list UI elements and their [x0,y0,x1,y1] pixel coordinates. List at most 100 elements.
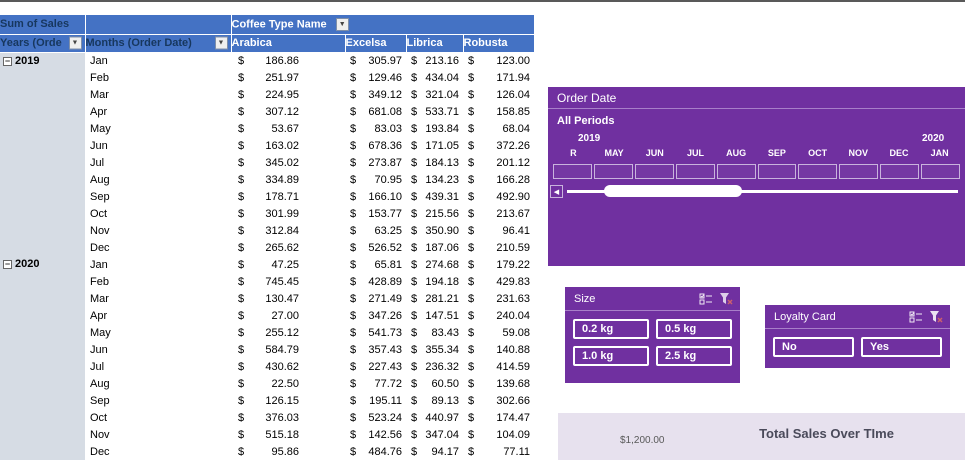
scrollbar-track[interactable] [567,190,958,193]
scrollbar-handle[interactable] [604,185,742,197]
slicer-button[interactable]: 2.5 kg [656,346,732,366]
value-cell[interactable]: $231.63 [463,290,535,307]
value-cell[interactable]: $274.68 [406,256,463,273]
value-cell[interactable]: $53.67 [231,120,345,137]
timeline-period-cell[interactable] [553,164,592,179]
timeline-period-cell[interactable] [593,164,633,179]
value-cell[interactable]: $163.02 [231,137,345,154]
value-cell[interactable]: $312.84 [231,222,345,239]
value-cell[interactable]: $194.18 [406,273,463,290]
clear-filter-icon[interactable] [929,310,943,324]
coffee-type-filter-dropdown[interactable]: ▼ [335,17,349,31]
slicer-button[interactable]: 0.5 kg [656,319,732,339]
timeline-period-cell[interactable] [716,164,756,179]
value-cell[interactable]: $89.13 [406,392,463,409]
value-cell[interactable]: $414.59 [463,358,535,375]
collapse-outline-icon[interactable]: − [3,55,12,66]
timeline-period-cell[interactable] [634,164,674,179]
value-cell[interactable]: $440.97 [406,409,463,426]
value-cell[interactable]: $27.00 [231,307,345,324]
month-cell[interactable]: Mar [85,86,231,103]
value-cell[interactable]: $355.34 [406,341,463,358]
month-cell[interactable]: Jan [85,52,231,69]
value-cell[interactable]: $126.04 [463,86,535,103]
value-cell[interactable]: $166.10 [345,188,406,205]
month-cell[interactable]: Nov [85,426,231,443]
value-cell[interactable]: $153.77 [345,205,406,222]
value-cell[interactable]: $193.84 [406,120,463,137]
month-cell[interactable]: Sep [85,392,231,409]
slicer-button[interactable]: 0.2 kg [573,319,649,339]
slicer-button[interactable]: Yes [861,337,942,357]
scroll-left-button[interactable]: ◀ [550,185,563,198]
years-field-cell[interactable]: Years (Orde ▼ [0,34,86,53]
month-cell[interactable]: Apr [85,307,231,324]
multi-select-icon[interactable] [909,310,923,324]
value-cell[interactable]: $271.49 [345,290,406,307]
timeline-period-cell[interactable] [921,164,961,179]
month-cell[interactable]: Oct [85,205,231,222]
value-cell[interactable]: $236.32 [406,358,463,375]
month-cell[interactable]: Aug [85,375,231,392]
value-cell[interactable]: $158.85 [463,103,535,120]
value-cell[interactable]: $307.12 [231,103,345,120]
value-cell[interactable]: $147.51 [406,307,463,324]
value-cell[interactable]: $240.04 [463,307,535,324]
value-cell[interactable]: $123.00 [463,52,535,69]
value-cell[interactable]: $186.86 [231,52,345,69]
value-cell[interactable]: $83.03 [345,120,406,137]
value-cell[interactable]: $376.03 [231,409,345,426]
value-cell[interactable]: $134.23 [406,171,463,188]
value-cell[interactable]: $541.73 [345,324,406,341]
value-cell[interactable]: $47.25 [231,256,345,273]
value-cell[interactable]: $22.50 [231,375,345,392]
month-cell[interactable]: May [85,324,231,341]
collapse-outline-icon[interactable]: − [3,259,12,269]
value-cell[interactable]: $515.18 [231,426,345,443]
month-cell[interactable]: Apr [85,103,231,120]
multi-select-icon[interactable] [699,292,713,306]
value-cell[interactable]: $60.50 [406,375,463,392]
value-cell[interactable]: $140.88 [463,341,535,358]
value-cell[interactable]: $213.16 [406,52,463,69]
value-cell[interactable]: $96.41 [463,222,535,239]
months-field-cell[interactable]: Months (Order Date) ▼ [85,34,232,53]
value-cell[interactable]: $166.28 [463,171,535,188]
value-cell[interactable]: $95.86 [231,443,345,460]
month-cell[interactable]: Jul [85,154,231,171]
month-cell[interactable]: Jan [85,256,231,273]
value-cell[interactable]: $429.83 [463,273,535,290]
value-cell[interactable]: $178.71 [231,188,345,205]
value-cell[interactable]: $174.47 [463,409,535,426]
value-cell[interactable]: $492.90 [463,188,535,205]
value-cell[interactable]: $347.04 [406,426,463,443]
timeline-period-cell[interactable] [675,164,715,179]
timeline-header[interactable]: Order Date [548,87,965,109]
value-cell[interactable]: $349.12 [345,86,406,103]
value-cell[interactable]: $77.72 [345,375,406,392]
timeline-period-cell[interactable] [757,164,797,179]
value-cell[interactable]: $70.95 [345,171,406,188]
value-cell[interactable]: $430.62 [231,358,345,375]
value-cell[interactable]: $142.56 [345,426,406,443]
value-cell[interactable]: $273.87 [345,154,406,171]
column-header-librica[interactable]: Librica [406,34,464,53]
value-cell[interactable]: $428.89 [345,273,406,290]
timeline-period-cell[interactable] [798,164,838,179]
value-cell[interactable]: $187.06 [406,239,463,256]
value-cell[interactable]: $77.11 [463,443,535,460]
value-cell[interactable]: $130.47 [231,290,345,307]
value-cell[interactable]: $210.59 [463,239,535,256]
value-cell[interactable]: $94.17 [406,443,463,460]
timeline-period-cell[interactable] [839,164,879,179]
value-cell[interactable]: $678.36 [345,137,406,154]
timeline-period-cell[interactable] [880,164,920,179]
value-cell[interactable]: $526.52 [345,239,406,256]
value-cell[interactable]: $59.08 [463,324,535,341]
value-cell[interactable]: $350.90 [406,222,463,239]
value-cell[interactable]: $63.25 [345,222,406,239]
value-cell[interactable]: $281.21 [406,290,463,307]
column-header-arabica[interactable]: Arabica [231,34,346,53]
value-cell[interactable]: $745.45 [231,273,345,290]
value-cell[interactable]: $227.43 [345,358,406,375]
